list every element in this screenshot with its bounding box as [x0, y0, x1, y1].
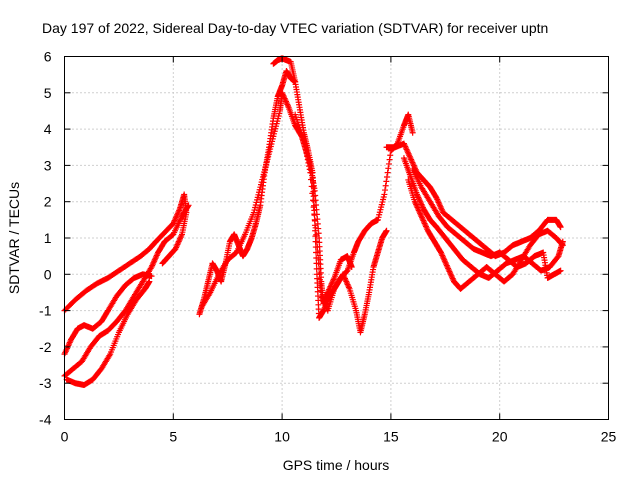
- data-point-plus: [315, 254, 322, 261]
- series-track-8: [292, 111, 416, 314]
- data-point-plus: [381, 191, 388, 198]
- x-tick-label: 15: [383, 429, 399, 445]
- data-point-plus: [409, 129, 416, 136]
- x-tick-label: 0: [61, 429, 69, 445]
- data-point-plus: [313, 231, 320, 238]
- x-axis-label: GPS time / hours: [283, 457, 390, 473]
- data-point-plus: [307, 169, 314, 176]
- y-axis-label: SDTVAR / TECUs: [6, 182, 22, 294]
- data-point-plus: [309, 190, 316, 197]
- data-point-plus: [159, 260, 166, 267]
- data-point-plus: [185, 202, 192, 209]
- series-track-7: [270, 55, 390, 336]
- data-point-plus: [316, 276, 323, 283]
- data-point-plus: [313, 238, 320, 245]
- data-point-plus: [309, 197, 316, 204]
- y-tick-label: -3: [39, 375, 52, 391]
- y-tick-label: -1: [39, 303, 52, 319]
- data-point-plus: [146, 278, 153, 285]
- data-point-plus: [304, 153, 311, 160]
- data-point-plus: [311, 217, 318, 224]
- y-tick-label: 4: [44, 121, 52, 137]
- data-point-plus: [148, 273, 155, 280]
- data-point-plus: [314, 249, 321, 256]
- data-point-plus: [383, 174, 390, 181]
- data-point-plus: [316, 265, 323, 272]
- data-point-plus: [306, 166, 313, 173]
- data-point-plus: [557, 224, 564, 231]
- data-point-plus: [383, 227, 390, 234]
- data-point-plus: [308, 183, 315, 190]
- data-point-plus: [317, 282, 324, 289]
- x-tick-label: 5: [169, 429, 177, 445]
- data-points: [61, 55, 566, 389]
- series-track-5: [196, 68, 299, 318]
- y-tick-label: -4: [39, 412, 52, 428]
- data-point-plus: [301, 140, 308, 147]
- series-track-2: [61, 202, 192, 379]
- series-track-11: [405, 176, 566, 292]
- data-point-plus: [385, 165, 392, 172]
- y-axis-ticks: -4 -3 -2 -1 0 1 2 3 4 5 6: [39, 49, 609, 428]
- data-point-plus: [310, 204, 317, 211]
- data-point-plus: [314, 244, 321, 251]
- data-point-plus: [557, 267, 564, 274]
- series-track-12: [409, 166, 564, 281]
- data-point-plus: [304, 156, 311, 163]
- series-track-9: [383, 140, 564, 260]
- series-track-3: [63, 278, 153, 389]
- y-tick-label: 6: [44, 49, 52, 65]
- y-tick-label: 1: [44, 230, 52, 246]
- data-point-plus: [315, 260, 322, 267]
- data-point-plus: [385, 160, 392, 167]
- data-point-plus: [382, 187, 389, 194]
- data-point-plus: [386, 156, 393, 163]
- data-point-plus: [303, 150, 310, 157]
- series-track-10: [400, 155, 566, 281]
- data-point-plus: [311, 211, 318, 218]
- data-point-plus: [308, 176, 315, 183]
- data-point-plus: [559, 241, 566, 248]
- data-point-plus: [382, 182, 389, 189]
- data-point-plus: [302, 146, 309, 153]
- data-point-plus: [316, 271, 323, 278]
- data-point-plus: [302, 143, 309, 150]
- chart-title: Day 197 of 2022, Sidereal Day-to-day VTE…: [42, 20, 548, 36]
- data-point-plus: [384, 169, 391, 176]
- series-track-4: [61, 271, 155, 358]
- y-tick-label: 5: [44, 85, 52, 101]
- x-tick-label: 25: [601, 429, 617, 445]
- y-tick-label: 2: [44, 194, 52, 210]
- y-tick-label: -2: [39, 339, 52, 355]
- data-point-plus: [312, 224, 319, 231]
- data-point-plus: [160, 259, 167, 266]
- data-point-plus: [387, 152, 394, 159]
- data-point-plus: [317, 287, 324, 294]
- x-tick-label: 20: [492, 429, 508, 445]
- data-point-plus: [559, 242, 566, 249]
- data-point-plus: [300, 136, 307, 143]
- data-point-plus: [184, 203, 191, 210]
- data-point-plus: [383, 178, 390, 185]
- series-track-1: [61, 191, 190, 314]
- x-axis-ticks: 0 5 10 15 20 25: [61, 56, 617, 445]
- x-tick-label: 10: [274, 429, 290, 445]
- data-point-plus: [305, 159, 312, 166]
- y-tick-label: 0: [44, 266, 52, 282]
- y-tick-label: 3: [44, 157, 52, 173]
- data-point-plus: [306, 163, 313, 170]
